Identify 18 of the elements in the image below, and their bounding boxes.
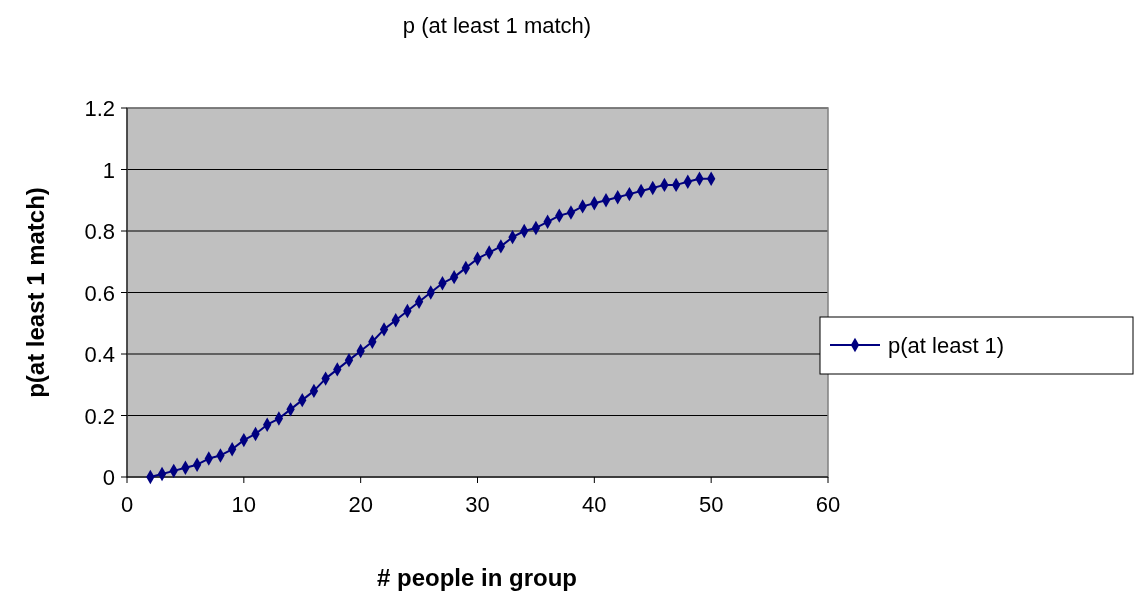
x-tick-label: 40 [582,492,607,517]
y-tick-label: 0 [102,465,115,490]
x-tick-label: 60 [815,492,841,517]
x-tick-label: 20 [348,492,373,517]
x-axis-title: # people in group [376,564,578,591]
chart-title: p (at least 1 match) [402,13,592,38]
y-tick-label: 0.2 [84,403,115,429]
y-axis-title: p(at least 1 match) [22,187,49,398]
x-tick-label: 30 [465,492,490,517]
x-tick-label: 50 [698,492,724,517]
x-tick-label: 10 [231,492,257,517]
y-tick-label: 0.8 [84,219,115,244]
y-tick-label: 1.2 [84,96,115,121]
legend-label: p(at least 1) [888,333,1005,358]
x-tick-label: 0 [120,492,134,517]
y-tick-label: 0.6 [84,280,115,306]
y-tick-label: 0.4 [84,342,115,367]
y-tick-label: 1 [102,157,115,183]
